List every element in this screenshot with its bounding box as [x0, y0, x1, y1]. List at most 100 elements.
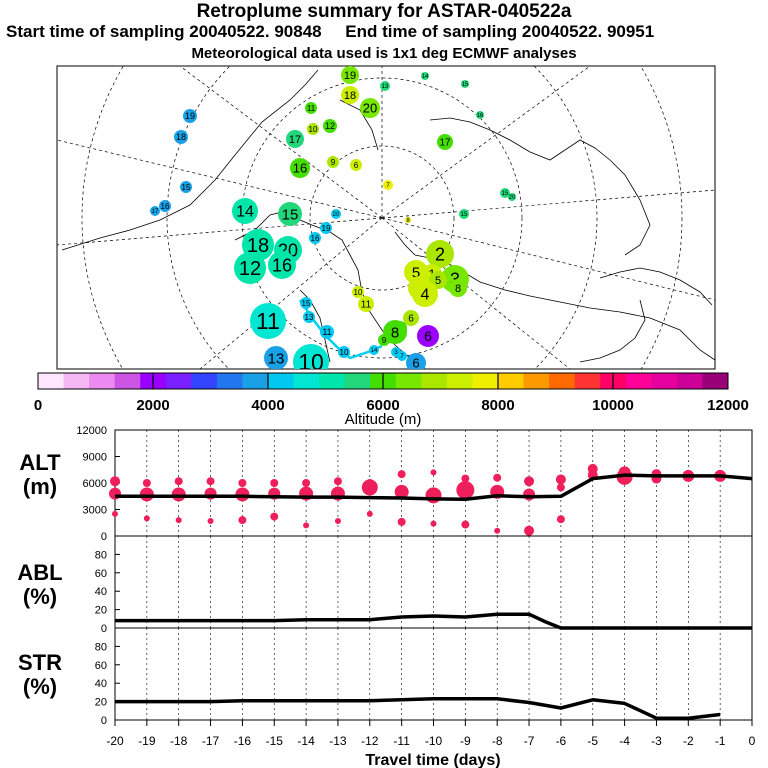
plume-marker-label: 15 — [502, 191, 509, 197]
plume-marker-label: 18 — [176, 132, 186, 142]
colorbar-cell — [549, 373, 576, 389]
colorbar-cell — [63, 373, 90, 389]
x-tick-label: -1 — [715, 734, 726, 748]
plume-marker-label: 15 — [182, 183, 191, 192]
plume-marker-dot — [360, 98, 380, 118]
map-frame — [56, 65, 716, 370]
plot-title: Retroplume summary for ASTAR-040522a — [196, 1, 572, 22]
plume-marker-dot — [421, 72, 429, 80]
plume-marker-dot — [305, 102, 317, 114]
plume-marker-dot — [378, 334, 390, 346]
altitude-point — [112, 510, 118, 517]
x-tick-label: -12 — [361, 734, 379, 748]
colorbar-cell — [268, 373, 295, 389]
colorbar-cell — [395, 373, 422, 389]
alt-ytick-label: 12000 — [76, 425, 107, 437]
str-ytick-label: 0 — [101, 715, 107, 727]
altitude-point — [302, 479, 311, 487]
plume-marker-label: 15 — [282, 206, 299, 223]
alt-ytick-label: 9000 — [83, 452, 107, 464]
colorbar-cell — [625, 373, 652, 389]
colorbar-tick-label: 4000 — [251, 397, 284, 414]
plume-marker-dot — [350, 159, 362, 171]
colorbar-tick-label: 0 — [34, 397, 42, 414]
plume-marker-dot — [352, 286, 364, 298]
plume-marker-dot — [183, 109, 197, 123]
colorbar-cell — [242, 373, 269, 389]
altitude-point — [493, 473, 502, 482]
altitude-point — [397, 517, 406, 526]
colorbar-cell — [38, 373, 65, 389]
altitude-point — [394, 484, 409, 499]
plume-marker-label: 14 — [371, 348, 378, 354]
altitude-point — [366, 510, 373, 517]
altitude-point — [334, 517, 341, 524]
x-tick-label: -16 — [234, 734, 252, 748]
plume-marker-label: 20 — [363, 101, 377, 116]
colorbar-cell — [89, 373, 116, 389]
plume-marker-dot — [417, 325, 439, 347]
x-tick-label: 0 — [749, 734, 756, 748]
alt-mean-line — [115, 473, 753, 502]
plume-marker-label: 14 — [236, 204, 254, 221]
colorbar-cell — [446, 373, 473, 389]
plume-marker-label: 13 — [305, 313, 314, 322]
plume-marker-dot — [323, 119, 337, 133]
plume-marker-label: 17 — [439, 138, 451, 149]
altitude-point — [333, 477, 342, 486]
altitude-point — [238, 516, 247, 525]
colorbar-tick-label: 12000 — [707, 397, 749, 414]
plume-marker-label: 13 — [268, 350, 285, 367]
plume-marker-dot — [293, 344, 329, 369]
altitude-point — [171, 487, 186, 502]
colorbar-cell — [216, 373, 243, 389]
plume-marker-label: 12 — [239, 258, 261, 280]
x-tick-label: -20 — [106, 734, 124, 748]
plume-marker-label: 9 — [331, 158, 336, 167]
x-tick-label: -14 — [297, 734, 315, 748]
x-tick-label: -19 — [138, 734, 156, 748]
plume-marker-label: 16 — [311, 234, 320, 243]
str-ytick-label: 40 — [95, 678, 107, 690]
plume-marker-label: 20 — [333, 212, 340, 218]
plume-marker-dot — [320, 325, 334, 339]
plume-marker-dot — [234, 252, 266, 284]
plume-marker-label: 6 — [424, 328, 432, 344]
met-data-note: Meteorological data used is 1x1 deg ECMW… — [191, 45, 577, 62]
plume-marker-label: 10 — [354, 288, 363, 297]
plume-marker-label: 16 — [161, 202, 170, 211]
colorbar-tick-label: 2000 — [136, 397, 169, 414]
colorbar-tick-label: 8000 — [481, 397, 514, 414]
plume-marker-label: 15 — [302, 299, 311, 308]
plume-marker-label: 11 — [322, 327, 331, 337]
altitude-point — [461, 520, 470, 529]
plume-marker-dot — [383, 180, 393, 190]
altitude-point — [174, 477, 183, 486]
plume-marker-dot — [159, 200, 171, 212]
plume-marker-label: 13 — [382, 84, 389, 90]
plume-marker-dot — [358, 296, 374, 312]
altitude-colorbar: 0 2000 4000 6000 8000 10000 12000 Altitude (m) — [34, 372, 749, 428]
plume-marker-dot — [397, 351, 407, 361]
altitude-point — [430, 520, 437, 527]
alt-ytick-label: 3000 — [83, 505, 107, 517]
plume-marker-label: 6 — [412, 356, 419, 371]
plume-marker-dot — [508, 193, 516, 201]
abl-gridlines — [146, 536, 721, 628]
x-tick-label: -5 — [587, 734, 598, 748]
plume-marker-dot — [338, 346, 350, 358]
altitude-point — [235, 487, 250, 502]
plume-marker-label: 15 — [462, 82, 469, 88]
x-tick-label: -7 — [524, 734, 535, 748]
altitude-point — [207, 517, 214, 524]
colorbar-ticks: 0 2000 4000 6000 8000 10000 12000 — [34, 373, 749, 414]
plume-marker-dot — [327, 156, 339, 168]
colorbar-cell — [344, 373, 371, 389]
sampling-times: Start time of sampling 20040522. 90848 E… — [6, 22, 654, 42]
plume-marker-dot — [341, 66, 359, 84]
abl-ytick-label: 40 — [95, 586, 107, 598]
altitude-point — [556, 515, 565, 524]
x-tick-label: -11 — [393, 734, 410, 748]
altitude-point — [523, 488, 536, 501]
plume-marker-label: 9 — [382, 336, 387, 345]
